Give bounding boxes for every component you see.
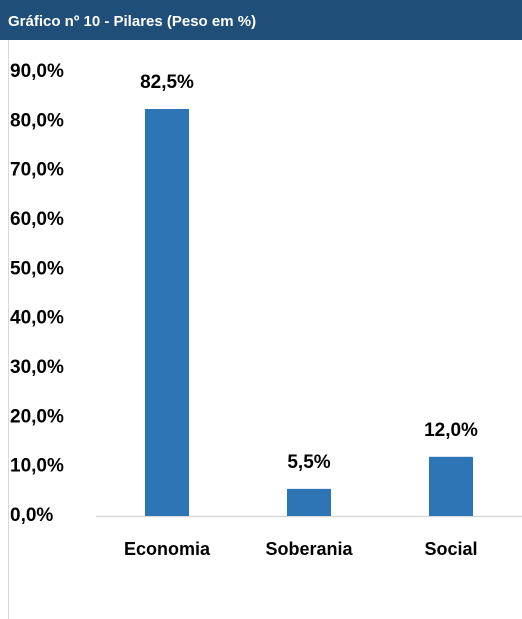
value-label: 5,5% xyxy=(287,452,330,473)
y-tick-label: 30,0% xyxy=(10,357,64,378)
chart-title: Gráfico nº 10 - Pilares (Peso em %) xyxy=(8,13,256,30)
y-tick-label: 10,0% xyxy=(10,456,64,477)
x-tick-label: Economia xyxy=(124,539,211,559)
bar xyxy=(145,109,189,516)
y-tick-label: 60,0% xyxy=(10,209,64,230)
y-tick-label: 70,0% xyxy=(10,160,64,181)
y-tick-label: 0,0% xyxy=(10,505,53,526)
value-label: 12,0% xyxy=(424,420,478,441)
y-tick-label: 40,0% xyxy=(10,308,64,329)
y-tick-label: 50,0% xyxy=(10,258,64,279)
bar xyxy=(429,456,473,516)
bar xyxy=(287,488,331,516)
x-tick-label: Soberania xyxy=(265,539,353,559)
x-tick-label: Social xyxy=(424,539,477,559)
y-tick-label: 80,0% xyxy=(10,110,64,131)
y-tick-label: 90,0% xyxy=(10,61,64,82)
title-bar xyxy=(0,0,522,40)
y-tick-label: 20,0% xyxy=(10,406,64,427)
value-label: 82,5% xyxy=(140,72,194,93)
